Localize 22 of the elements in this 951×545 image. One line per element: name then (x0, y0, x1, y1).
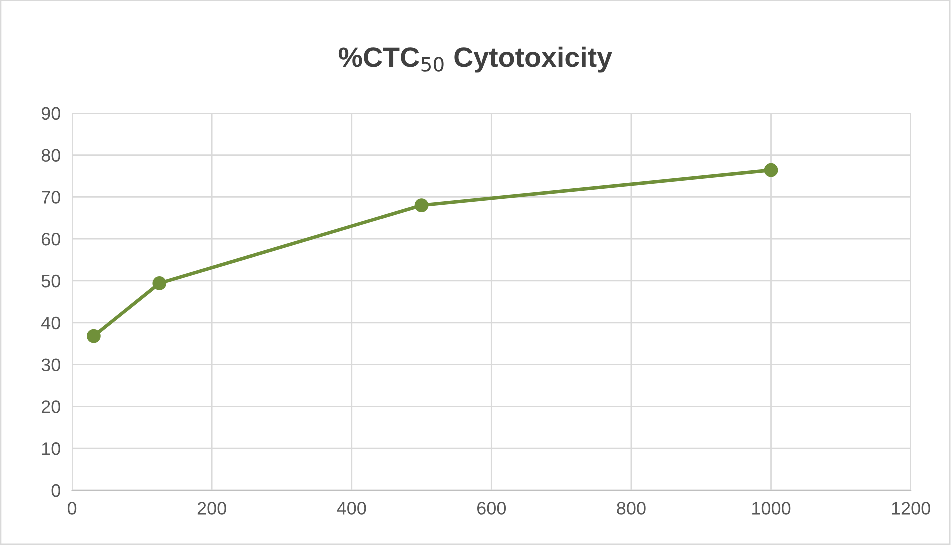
x-tick-label: 800 (617, 502, 646, 515)
x-tick-label: 600 (478, 502, 506, 515)
x-tick-label: 400 (337, 502, 366, 515)
y-tick-label: 70 (42, 191, 60, 204)
y-tick-label: 10 (42, 442, 60, 456)
point (87, 329, 101, 344)
point (414, 198, 429, 212)
x-tick-label: 0 (68, 502, 77, 515)
point (152, 276, 167, 290)
y-tick-label: 30 (42, 358, 60, 372)
chart-title: %CTC$_{50}$ Cytotoxicity (338, 46, 612, 73)
x-tick-label: 1000 (752, 502, 791, 515)
x-tick-label: 1200 (892, 502, 930, 515)
y-tick-label: 60 (42, 233, 60, 246)
y-tick-label: 40 (42, 316, 60, 330)
point (764, 163, 778, 178)
y-tick-label: 20 (42, 400, 60, 414)
y-tick-label: 80 (42, 149, 60, 162)
y-tick-label: 50 (42, 274, 60, 288)
y-tick-label: 0 (52, 484, 60, 498)
x-tick-label: 200 (198, 502, 226, 515)
y-tick-label: 90 (42, 107, 60, 120)
